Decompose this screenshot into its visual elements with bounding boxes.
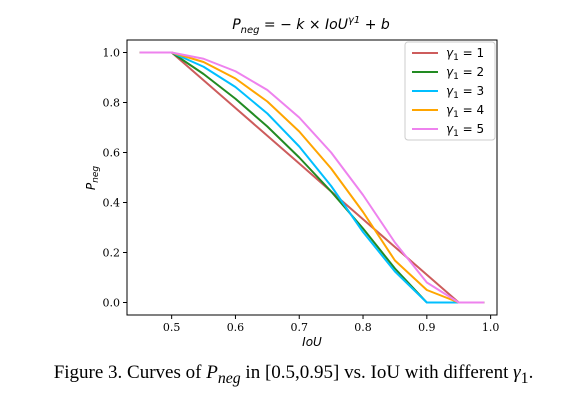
caption-gamma-subscript: 1: [520, 369, 529, 387]
y-tick-label: 1.0: [103, 47, 121, 60]
x-tick-label: 0.7: [290, 321, 308, 334]
caption-suffix: .: [528, 362, 534, 383]
plot-area-frame: [126, 39, 498, 316]
x-axis: 0.5 0.6 0.7 0.8 0.9 1.0: [163, 315, 499, 334]
y-tick-label: 0.4: [103, 197, 121, 210]
legend-label-3: γ1 = 3: [446, 84, 484, 101]
legend-label-4: γ1 = 4: [446, 103, 484, 120]
legend: γ1 = 1 γ1 = 2 γ1 = 3 γ1 = 4 γ1 = 5: [404, 41, 496, 141]
y-tick-label: 0.8: [103, 97, 121, 110]
caption-p-subscript: neg: [217, 369, 241, 387]
y-axis: 0.0 0.2 0.4 0.6 0.8 1.0: [103, 47, 127, 310]
series-line-1: [139, 51, 485, 304]
x-tick-label: 0.9: [418, 321, 436, 334]
y-tick-label: 0.6: [103, 147, 121, 160]
x-tick-label: 0.5: [163, 321, 181, 334]
legend-label-2: γ1 = 2: [446, 65, 484, 82]
y-tick-label: 0.0: [103, 297, 121, 310]
caption-p-symbol: P: [206, 362, 218, 383]
caption-prefix: Figure 3. Curves of: [53, 362, 207, 383]
caption-middle: in [0.5,0.95] vs. IoU with different: [240, 362, 514, 383]
chart-title: Pneg = − k × IoUγ1 + b: [232, 15, 390, 36]
legend-label-5: γ1 = 5: [446, 122, 484, 139]
y-tick-label: 0.2: [103, 247, 121, 260]
figure-caption: Figure 3. Curves of Pneg in [0.5,0.95] v…: [0, 362, 587, 388]
x-tick-label: 0.6: [227, 321, 245, 334]
y-axis-label: Pneg: [84, 166, 101, 190]
caption-gamma-symbol: γ: [513, 362, 521, 383]
x-tick-label: 0.8: [354, 321, 372, 334]
series-line-4: [139, 51, 485, 304]
legend-box: [404, 41, 496, 141]
series-group: [139, 51, 485, 304]
series-line-5: [139, 51, 485, 304]
legend-label-1: γ1 = 1: [446, 46, 484, 63]
chart-figure: Pneg = − k × IoUγ1 + b 0.5 0.6 0.7 0.8 0.9 1.…: [84, 15, 499, 349]
x-tick-label: 1.0: [482, 321, 500, 334]
series-line-3: [139, 51, 485, 304]
x-axis-label: IoU: [302, 335, 322, 349]
